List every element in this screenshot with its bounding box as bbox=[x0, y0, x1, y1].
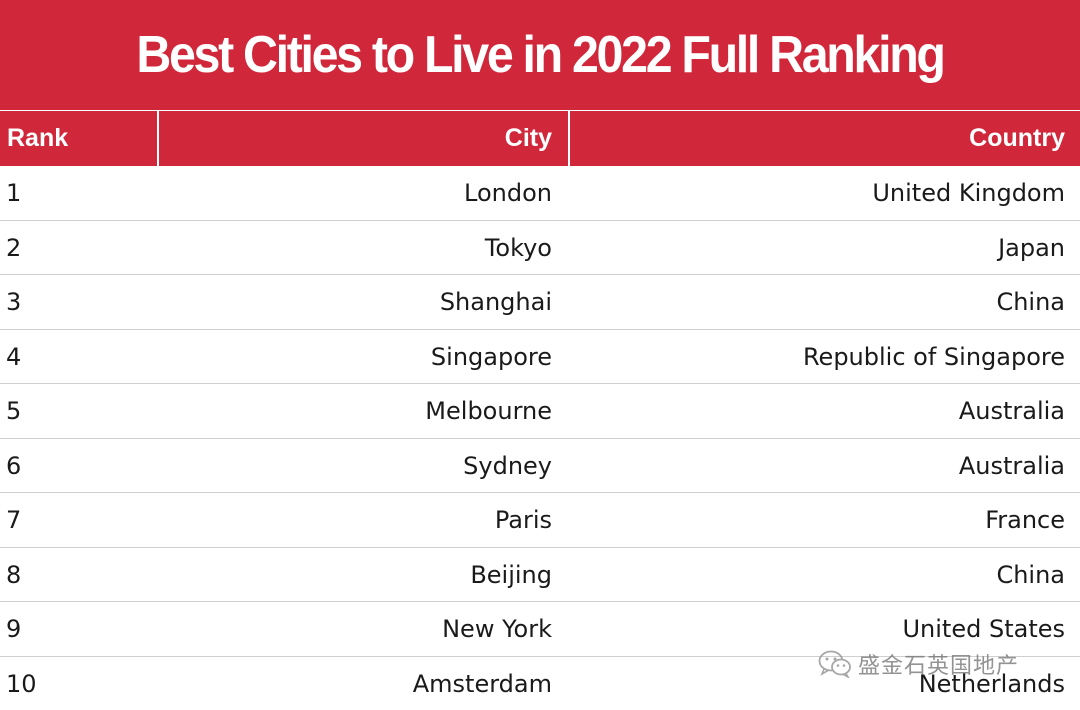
city-cell: New York bbox=[442, 615, 552, 643]
country-cell: China bbox=[996, 288, 1065, 316]
column-separator bbox=[568, 111, 570, 166]
table-row: 6 Sydney Australia bbox=[0, 439, 1080, 493]
country-cell: Netherlands bbox=[918, 669, 1065, 698]
table-row: 5 Melbourne Australia bbox=[0, 384, 1080, 439]
country-cell: United States bbox=[902, 615, 1065, 643]
rank-cell: 3 bbox=[6, 288, 22, 316]
rank-cell: 5 bbox=[6, 397, 22, 425]
column-separator bbox=[157, 111, 159, 166]
country-cell: Republic of Singapore bbox=[802, 342, 1065, 371]
city-cell: Paris bbox=[494, 506, 552, 534]
rank-cell: 4 bbox=[6, 342, 22, 371]
rank-cell: 6 bbox=[6, 451, 22, 480]
rank-cell: 9 bbox=[6, 615, 22, 643]
page-title: Best Cities to Live in 2022 Full Ranking bbox=[136, 26, 946, 84]
city-cell: Sydney bbox=[463, 451, 552, 480]
country-cell: China bbox=[996, 560, 1065, 589]
city-cell: Amsterdam bbox=[412, 669, 552, 698]
table-body: 1 London United Kingdom 2 Tokyo Japan 3 … bbox=[0, 166, 1080, 710]
title-banner: Best Cities to Live in 2022 Full Ranking bbox=[0, 0, 1080, 110]
table-row: 10 Amsterdam Netherlands bbox=[0, 657, 1080, 710]
column-header-rank: Rank bbox=[7, 124, 69, 152]
country-cell: Japan bbox=[998, 233, 1065, 262]
rank-cell: 2 bbox=[6, 233, 22, 262]
column-header-city: City bbox=[504, 124, 552, 152]
country-cell: Australia bbox=[958, 451, 1065, 480]
watermark-text: 盛金石英国地产 bbox=[858, 654, 1020, 679]
table-header-row: Rank City Country bbox=[0, 111, 1080, 166]
city-cell: Melbourne bbox=[425, 397, 552, 425]
city-cell: London bbox=[464, 179, 552, 207]
city-cell: Beijing bbox=[470, 560, 552, 589]
table-row: 3 Shanghai China bbox=[0, 275, 1080, 330]
rank-cell: 10 bbox=[6, 669, 37, 698]
table-row: 1 London United Kingdom bbox=[0, 166, 1080, 221]
country-cell: France bbox=[985, 506, 1065, 534]
city-cell: Singapore bbox=[430, 342, 552, 371]
city-cell: Tokyo bbox=[484, 233, 552, 262]
rank-cell: 8 bbox=[6, 560, 22, 589]
table-row: 8 Beijing China bbox=[0, 548, 1080, 602]
table-row: 7 Paris France bbox=[0, 493, 1080, 548]
rank-cell: 1 bbox=[6, 179, 22, 207]
wechat-watermark: 盛金石英国地产 bbox=[818, 646, 1019, 682]
rank-cell: 7 bbox=[6, 506, 22, 534]
table-row: 4 Singapore Republic of Singapore bbox=[0, 330, 1080, 384]
city-cell: Shanghai bbox=[439, 288, 552, 316]
country-cell: United Kingdom bbox=[872, 179, 1065, 207]
table-row: 9 New York United States bbox=[0, 602, 1080, 657]
table-row: 2 Tokyo Japan bbox=[0, 221, 1080, 275]
wechat-icon bbox=[818, 650, 851, 678]
column-header-country: Country bbox=[969, 124, 1065, 152]
country-cell: Australia bbox=[958, 397, 1065, 425]
